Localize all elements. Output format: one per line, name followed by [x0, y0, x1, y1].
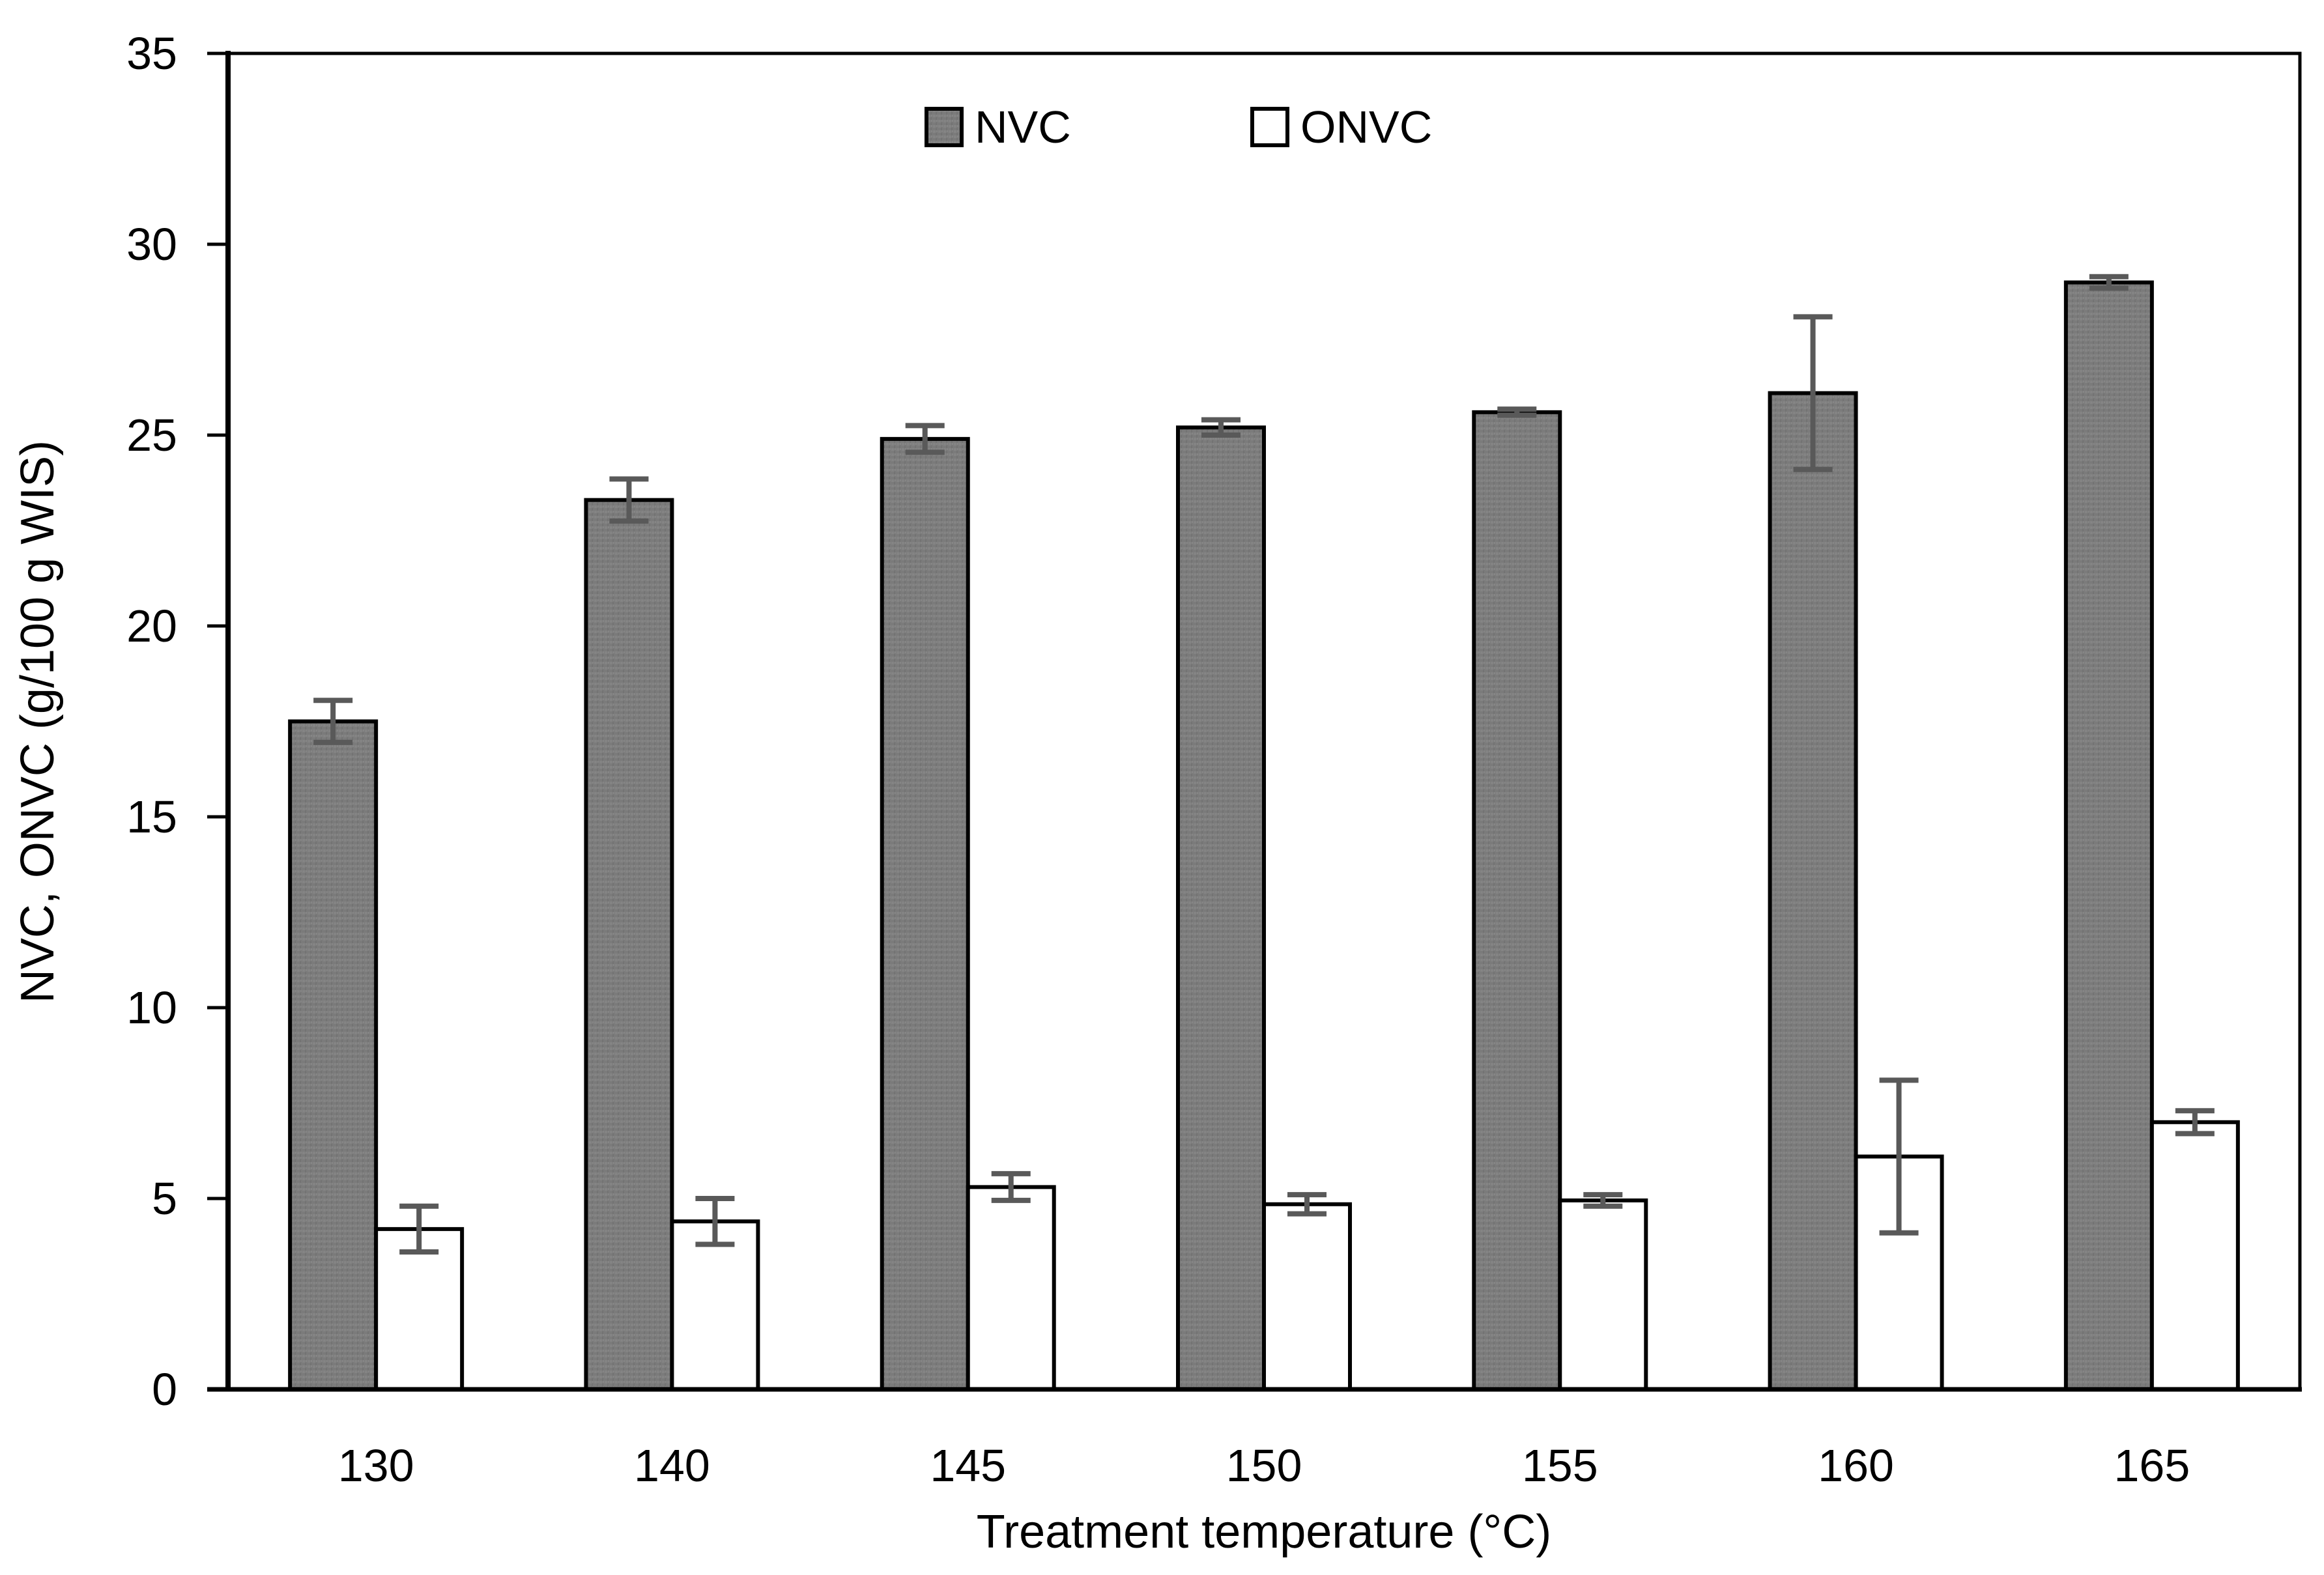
x-tick-label-150: 150: [1226, 1440, 1302, 1491]
error-bar-onvc-130: [399, 1203, 439, 1255]
y-tick-label-25: 25: [126, 410, 177, 461]
x-tick-label-155: 155: [1522, 1440, 1598, 1491]
error-bar-nvc-150: [1201, 417, 1241, 438]
error-bars-layer: [313, 274, 2215, 1255]
bar-onvc-150: [1262, 1202, 1352, 1392]
bar-onvc-155: [1558, 1198, 1648, 1392]
error-bar-onvc-150: [1287, 1192, 1327, 1217]
y-tick-label-35: 35: [126, 28, 177, 79]
bar-onvc-145: [966, 1185, 1056, 1392]
legend: NVC ONVC: [925, 102, 1432, 152]
error-bar-onvc-160: [1879, 1077, 1919, 1236]
error-bar-nvc-155: [1497, 406, 1537, 418]
x-tick-label-160: 160: [1818, 1440, 1894, 1491]
y-tick-label-30: 30: [126, 219, 177, 270]
y-tick-label-10: 10: [126, 982, 177, 1033]
bar-nvc-155: [1472, 410, 1562, 1392]
onvc-swatch-icon: [1250, 107, 1289, 147]
legend-item-nvc: NVC: [925, 102, 1071, 152]
x-axis-title: Treatment temperature (°C): [977, 1506, 1551, 1558]
y-tick-label-20: 20: [126, 601, 177, 651]
bar-nvc-140: [584, 498, 674, 1391]
legend-label-onvc: ONVC: [1300, 102, 1432, 152]
x-tick-label-165: 165: [2114, 1440, 2190, 1491]
legend-label-nvc: NVC: [975, 102, 1071, 152]
error-bar-onvc-165: [2175, 1108, 2215, 1137]
nvc-swatch-icon: [925, 107, 964, 147]
bar-nvc-145: [880, 436, 970, 1391]
bar-onvc-165: [2149, 1120, 2240, 1392]
bar-nvc-150: [1176, 425, 1266, 1391]
error-bar-onvc-145: [991, 1171, 1031, 1203]
error-bar-nvc-145: [905, 423, 945, 455]
legend-item-onvc: ONVC: [1250, 102, 1432, 152]
y-axis-title: NVC, ONVC (g/100 g WIS): [12, 440, 64, 1003]
x-tick-label-140: 140: [634, 1440, 710, 1491]
y-tick-label-15: 15: [126, 791, 177, 842]
error-bar-nvc-140: [609, 476, 649, 524]
error-bar-nvc-130: [313, 698, 353, 745]
y-tick-label-5: 5: [152, 1173, 177, 1224]
bars-layer: [288, 280, 2240, 1392]
error-bar-onvc-155: [1583, 1192, 1623, 1209]
error-bar-onvc-140: [695, 1196, 735, 1247]
x-tick-label-145: 145: [930, 1440, 1006, 1491]
bar-nvc-165: [2063, 280, 2154, 1392]
y-tick-label-0: 0: [152, 1364, 177, 1415]
bar-nvc-130: [288, 719, 379, 1391]
x-tick-label-130: 130: [338, 1440, 414, 1491]
error-bar-nvc-160: [1793, 314, 1833, 472]
error-bar-nvc-165: [2089, 274, 2129, 291]
bar-nvc-160: [1768, 391, 1858, 1391]
axes-layer: 0 5 10 15 20 25 30 35 130 140 145 150 155 160 165: [126, 28, 2190, 1491]
